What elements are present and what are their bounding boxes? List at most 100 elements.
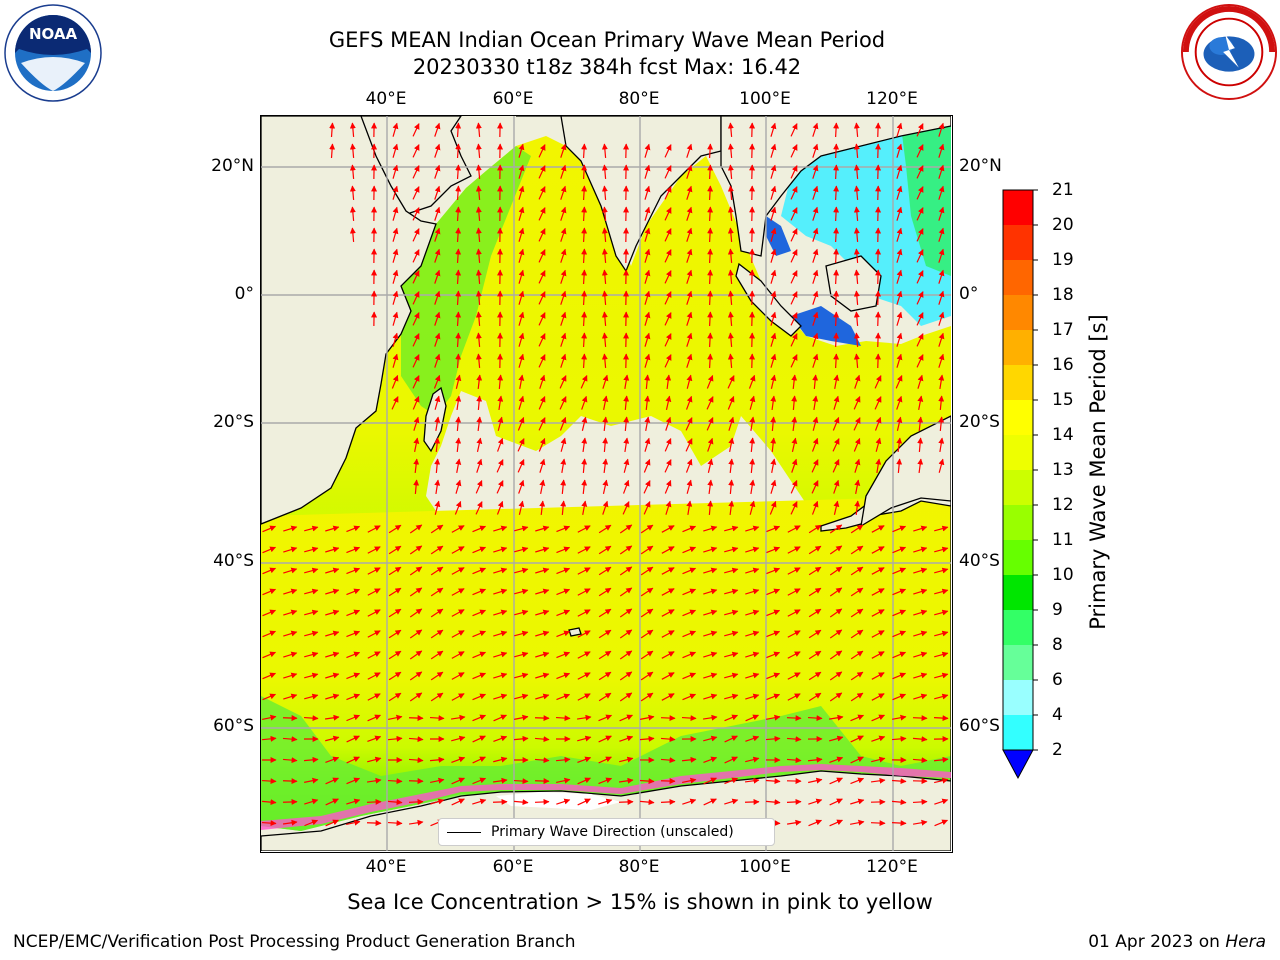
wave-direction-arrow — [912, 736, 928, 743]
wave-direction-arrow — [790, 354, 798, 368]
wave-direction-arrow — [770, 185, 777, 200]
wave-direction-arrow — [581, 164, 588, 180]
wave-direction-arrow — [916, 249, 924, 263]
wave-direction-arrow — [640, 608, 654, 618]
wave-direction-arrow — [664, 333, 672, 347]
wave-direction-arrow — [686, 374, 693, 389]
wave-direction-arrow — [392, 353, 399, 368]
wave-direction-arrow — [304, 630, 319, 637]
wave-direction-arrow — [770, 227, 777, 242]
wave-direction-arrow — [661, 546, 675, 554]
wave-direction-arrow — [622, 501, 630, 515]
wave-direction-arrow — [707, 206, 714, 222]
wave-direction-arrow — [874, 396, 882, 410]
wave-direction-arrow — [833, 164, 840, 180]
wave-direction-arrow — [853, 248, 860, 264]
wave-direction-arrow — [892, 525, 907, 533]
wave-direction-arrow — [451, 735, 466, 742]
wave-direction-arrow — [412, 312, 420, 326]
wave-direction-arrow — [896, 248, 903, 263]
wave-direction-arrow — [601, 290, 608, 306]
wave-direction-arrow — [833, 248, 840, 264]
wave-direction-arrow — [577, 672, 591, 680]
wave-direction-arrow — [703, 798, 717, 806]
wave-direction-arrow — [728, 500, 735, 516]
wave-direction-arrow — [871, 756, 886, 763]
wave-direction-arrow — [303, 715, 319, 722]
wave-direction-arrow — [812, 248, 819, 263]
wave-direction-arrow — [455, 269, 462, 285]
wave-direction-arrow — [891, 735, 907, 742]
wave-direction-arrow — [833, 353, 840, 369]
wave-direction-arrow — [682, 588, 697, 596]
wave-direction-arrow — [811, 459, 819, 473]
wave-direction-arrow — [938, 248, 945, 263]
wave-direction-arrow — [304, 777, 319, 784]
wave-direction-arrow — [934, 525, 949, 532]
wave-direction-arrow — [412, 228, 420, 242]
wave-direction-arrow — [766, 609, 781, 617]
wave-direction-arrow — [833, 311, 840, 327]
colorbar-tick-label: 10 — [1052, 565, 1074, 585]
wave-direction-arrow — [560, 500, 567, 516]
colorbar-tick-label: 14 — [1052, 425, 1074, 445]
wave-direction-arrow — [581, 395, 588, 410]
wave-direction-arrow — [283, 567, 298, 574]
wave-direction-arrow — [664, 312, 672, 326]
wave-direction-arrow — [916, 144, 924, 158]
wave-direction-arrow — [451, 798, 465, 806]
wave-direction-arrow — [324, 714, 340, 721]
wave-direction-arrow — [871, 567, 885, 575]
wave-direction-arrow — [539, 500, 546, 516]
wave-direction-arrow — [644, 227, 651, 242]
wave-direction-arrow — [786, 715, 802, 722]
wave-direction-arrow — [392, 185, 399, 200]
wave-direction-arrow — [262, 651, 277, 659]
wave-direction-arrow — [916, 291, 924, 305]
wave-direction-arrow — [913, 609, 928, 616]
wave-direction-arrow — [643, 458, 651, 473]
wave-direction-arrow — [598, 735, 612, 743]
wave-direction-arrow — [639, 778, 655, 785]
wave-direction-arrow — [598, 608, 612, 618]
wave-direction-arrow — [938, 374, 945, 390]
wave-direction-arrow — [434, 437, 441, 453]
wave-direction-arrow — [707, 290, 714, 306]
wave-direction-arrow — [413, 437, 420, 452]
colorbar-tick-label: 15 — [1052, 390, 1074, 410]
wave-direction-arrow — [681, 715, 697, 722]
wave-direction-arrow — [514, 588, 529, 595]
chart-title: GEFS MEAN Indian Ocean Primary Wave Mean… — [328, 28, 886, 52]
wave-direction-arrow — [727, 311, 734, 327]
wave-direction-arrow — [598, 650, 612, 660]
wave-direction-arrow — [724, 756, 738, 764]
wave-direction-arrow — [559, 396, 567, 410]
wave-direction-arrow — [811, 500, 819, 515]
wave-direction-arrow — [391, 396, 399, 410]
wave-direction-arrow — [664, 291, 672, 305]
wave-direction-arrow — [475, 480, 483, 494]
wave-direction-arrow — [724, 567, 739, 574]
wave-direction-arrow — [749, 458, 756, 474]
wave-direction-arrow — [913, 693, 928, 700]
wave-direction-arrow — [686, 206, 693, 221]
wave-direction-arrow — [475, 501, 483, 515]
wave-direction-arrow — [430, 798, 445, 805]
wave-direction-arrow — [850, 692, 864, 702]
wave-direction-arrow — [685, 417, 693, 431]
wave-direction-arrow — [475, 227, 482, 243]
wave-direction-arrow — [644, 185, 651, 200]
wave-direction-arrow — [559, 416, 567, 431]
wave-direction-arrow — [388, 608, 402, 618]
chart-subtitle: 20230330 t18z 384h fcst Max: 16.42 — [412, 55, 802, 79]
wave-direction-arrow — [854, 500, 861, 516]
wave-direction-arrow — [493, 756, 508, 763]
wave-direction-arrow — [556, 798, 571, 805]
wave-direction-arrow — [786, 798, 802, 805]
wave-direction-arrow — [367, 609, 381, 617]
wave-direction-arrow — [538, 207, 546, 221]
wave-direction-arrow — [808, 608, 822, 618]
wave-direction-arrow — [850, 587, 864, 597]
wave-direction-arrow — [577, 546, 591, 554]
wave-direction-arrow — [892, 672, 907, 680]
